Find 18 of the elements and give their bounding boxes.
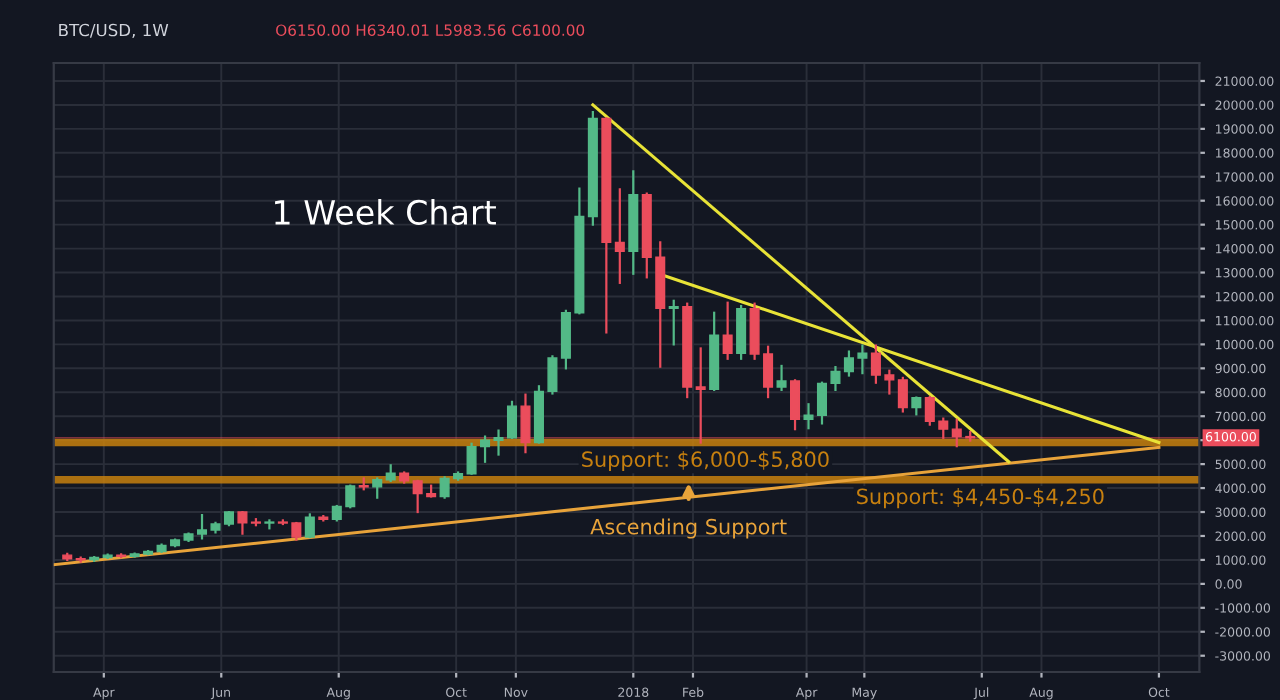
candlestick bbox=[372, 477, 383, 499]
band-label: Support: $4,450-$4,250 bbox=[857, 488, 1104, 509]
candlestick bbox=[668, 299, 679, 346]
candlestick bbox=[520, 393, 531, 454]
candlestick bbox=[897, 376, 908, 413]
candlestick bbox=[695, 347, 706, 444]
band-label: Support: $6,000-$5,800 bbox=[582, 450, 829, 472]
candlestick bbox=[722, 301, 733, 360]
candlestick bbox=[790, 379, 801, 431]
candlestick bbox=[237, 510, 248, 535]
annotation: Ascending Support bbox=[590, 518, 787, 539]
candlestick bbox=[776, 364, 787, 391]
candlestick bbox=[614, 188, 625, 284]
candlestick bbox=[736, 304, 747, 360]
annotation: 1 Week Chart bbox=[275, 199, 496, 225]
candlestick bbox=[304, 513, 315, 539]
candlestick bbox=[264, 519, 275, 530]
chart-title: BTC/USD, 1W bbox=[59, 23, 169, 39]
